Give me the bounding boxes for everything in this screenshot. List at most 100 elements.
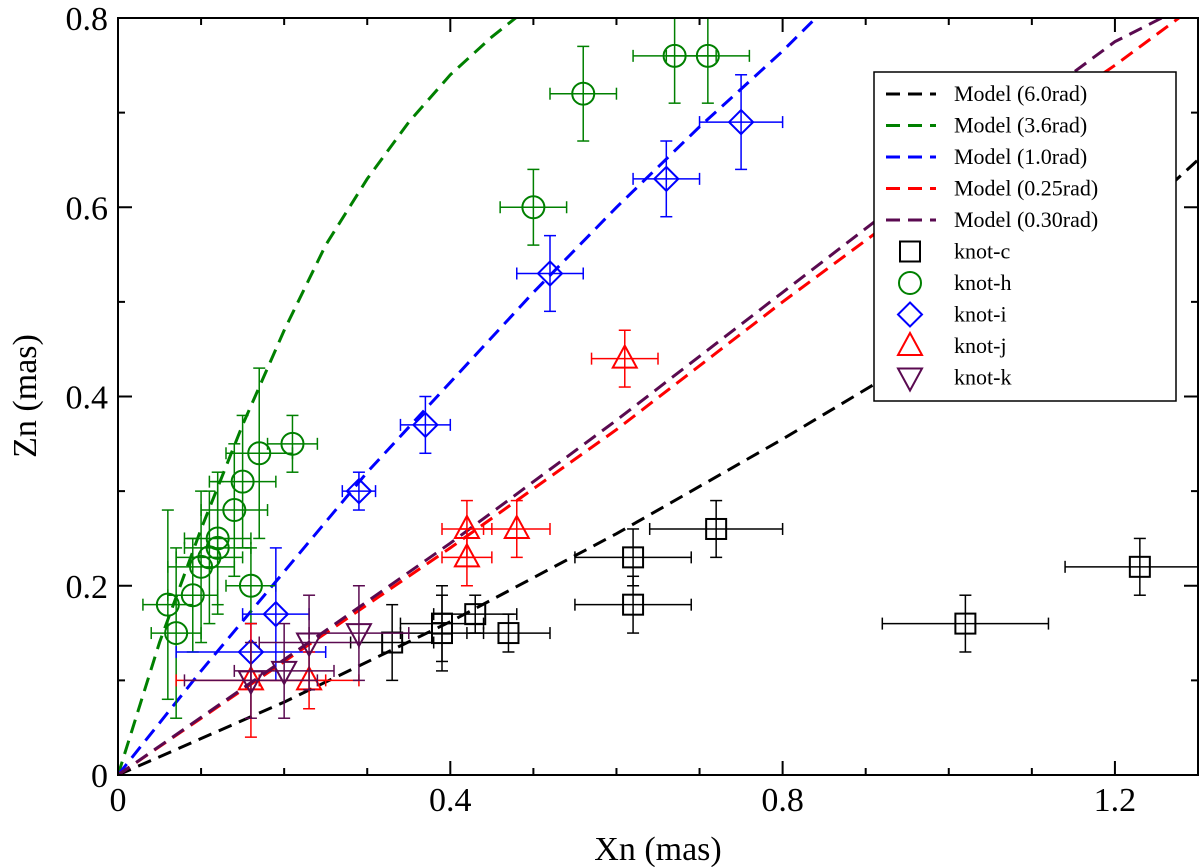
legend-entry-3: Model (0.25rad)	[886, 176, 1098, 201]
legend-label-1: Model (3.6rad)	[954, 113, 1087, 138]
knot-j-point-3	[453, 542, 481, 568]
legend-entry-9: knot-k	[896, 365, 1011, 393]
y-tick-label-4: 0.8	[66, 1, 109, 38]
knot-c-point-6	[622, 593, 645, 616]
legend-swatch-5	[899, 240, 921, 263]
knot-c-errorbar-6	[574, 575, 692, 634]
series-knot-h	[142, 18, 751, 719]
knot-j-errorbar-5	[590, 329, 659, 388]
knot-h-errorbar-10	[225, 547, 277, 625]
knot-i-point-3	[411, 411, 439, 439]
legend-entry-2: Model (1.0rad)	[886, 144, 1087, 169]
x-tick-label-0: 0	[110, 782, 127, 819]
knot-j-point-5	[611, 343, 639, 369]
knot-h-errorbar-4	[175, 490, 244, 625]
legend-entry-7: knot-i	[896, 301, 1007, 328]
legend-label-7: knot-i	[954, 302, 1007, 327]
knot-h-errorbar-8	[208, 414, 277, 549]
y-tick-label-2: 0.4	[66, 380, 109, 417]
legend-box	[873, 71, 1177, 402]
y-tick-label-3: 0.6	[66, 190, 109, 227]
legend-swatch-6	[898, 271, 922, 295]
legend-entry-0: Model (6.0rad)	[886, 81, 1087, 106]
knot-h-point-10	[238, 573, 263, 598]
knot-c-errorbar-4	[466, 613, 551, 653]
knot-h-errorbar-7	[200, 443, 269, 578]
knot-h-point-3	[189, 554, 214, 579]
knot-i-point-6	[727, 108, 755, 136]
knot-j-errorbar-4	[482, 499, 551, 559]
knot-c-errorbar-8	[881, 594, 1050, 653]
knot-h-point-7	[222, 498, 247, 523]
knot-k-errorbar-3	[308, 585, 410, 682]
legend-label-4: Model (0.30rad)	[954, 207, 1098, 232]
knot-h-point-2	[180, 583, 205, 608]
knot-c-point-4	[497, 622, 520, 645]
knot-h-errorbar-12	[499, 168, 568, 246]
legend-entry-6: knot-h	[898, 270, 1011, 295]
legend-swatch-7	[896, 301, 924, 328]
knot-c-point-7	[705, 517, 728, 540]
legend-swatch-8	[896, 330, 924, 356]
knot-h-point-11	[280, 431, 305, 456]
series-knot-j	[175, 329, 659, 738]
knot-h-errorbar-15	[665, 18, 751, 104]
knot-h-point-15	[695, 43, 720, 68]
knot-i-errorbar-5	[632, 140, 701, 218]
y-axis-title: Zn (mas)	[7, 334, 44, 458]
knot-i-point-4	[536, 260, 564, 287]
knot-h-point-9	[247, 441, 272, 466]
knot-k-errorbar-2	[258, 594, 360, 691]
knot-i-errorbar-4	[516, 234, 584, 313]
x-axis-title: Xn (mas)	[594, 831, 721, 867]
x-tick-label-2: 0.8	[761, 782, 804, 819]
legend-entry-4: Model (0.30rad)	[886, 207, 1098, 232]
y-tick-label-1: 0.2	[66, 569, 109, 606]
y-tick-label-0: 0	[91, 758, 108, 795]
x-tick-label-1: 0.4	[429, 782, 472, 819]
knot-c-errorbar-7	[648, 499, 784, 559]
series-knot-c	[349, 499, 1198, 682]
knot-h-errorbar-9	[225, 367, 294, 540]
knot-i-errorbar-1	[241, 547, 310, 682]
knot-h-errorbar-13	[549, 45, 618, 142]
knot-c-errorbar-0	[349, 603, 435, 682]
knot-j-errorbar-3	[441, 528, 493, 587]
x-tick-label-3: 1.2	[1094, 782, 1137, 819]
knot-i-errorbar-6	[698, 74, 784, 171]
legend-entry-5: knot-c	[899, 239, 1010, 264]
legend-label-3: Model (0.25rad)	[954, 176, 1098, 201]
legend-label-5: knot-c	[954, 239, 1010, 264]
knot-i-point-2	[345, 477, 373, 505]
knot-i-errorbar-3	[399, 395, 452, 455]
knot-h-errorbar-11	[266, 414, 319, 473]
knot-i-point-5	[652, 165, 680, 193]
plot-content	[118, 18, 1198, 775]
series-knot-i	[175, 74, 784, 682]
axes: 0 0.4 0.8 1.2 0 0.2 0.4 0.6 0.8	[66, 1, 1199, 819]
knot-h-point-6	[205, 526, 230, 551]
knot-k-point-3	[345, 623, 373, 649]
knot-h-point-12	[521, 195, 546, 220]
knot-c-point-2	[431, 622, 453, 645]
knot-c-errorbar-9	[1064, 537, 1198, 596]
model-curve-1	[118, 18, 518, 775]
legend-entry-8: knot-j	[896, 330, 1007, 358]
knot-j-point-4	[503, 513, 531, 539]
knot-k-errorbar-1	[233, 622, 335, 719]
legend-swatch-9	[896, 367, 924, 393]
legend-label-9: knot-k	[954, 365, 1011, 390]
model-curve-2	[118, 18, 817, 775]
knot-h-errorbar-1	[150, 547, 202, 719]
knot-h-errorbar-6	[183, 471, 252, 606]
knot-c-point-3	[464, 603, 487, 626]
series-knot-k	[183, 585, 410, 719]
knot-h-point-1	[164, 621, 189, 646]
knot-k-point-1	[270, 660, 298, 687]
knot-c-point-5	[622, 546, 645, 569]
legend-label-8: knot-j	[954, 333, 1007, 358]
knot-h-point-13	[571, 81, 596, 106]
legend-label-6: knot-h	[954, 270, 1011, 295]
knot-h-point-8	[230, 469, 255, 494]
